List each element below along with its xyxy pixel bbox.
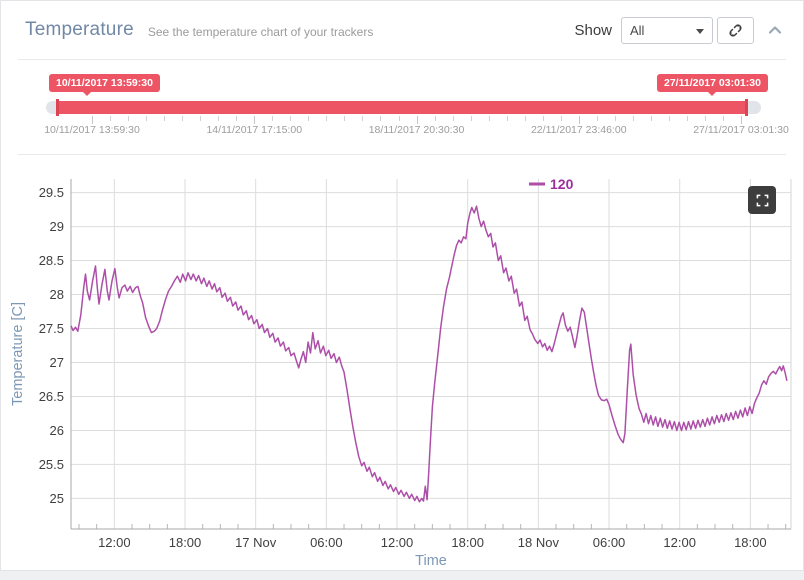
x-tick-label: 12:00 [663,535,696,550]
ruler-minor-tick [614,116,616,121]
tracker-select[interactable]: All [621,16,713,44]
ruler-major-tick [254,116,256,124]
panel-header: Temperature See the temperature chart of… [1,1,803,59]
series-120-line [70,205,788,503]
y-tick-label: 25 [50,491,64,506]
slider-axis-label: 14/11/2017 17:15:00 [206,124,303,136]
ruler-minor-tick [506,116,508,121]
unlink-button[interactable] [717,16,754,44]
ruler-minor-tick [200,116,202,121]
show-label: Show [574,21,612,39]
x-tick-label: 12:00 [98,535,131,550]
ruler-minor-tick [524,116,526,121]
x-tick-label: 18 Nov [518,535,560,550]
ruler-minor-tick [164,116,166,121]
y-tick-label: 28 [50,287,64,302]
ruler-minor-tick [290,116,292,121]
y-tick-label: 26 [50,423,64,438]
slider-axis-label: 18/11/2017 20:30:30 [368,124,465,136]
ruler-minor-tick [398,116,400,121]
x-tick-label: 18:00 [451,535,484,550]
x-tick-label: 06:00 [310,535,343,550]
slider-track[interactable] [46,99,761,116]
y-tick-label: 28.5 [39,253,64,268]
slider-axis-label: 27/11/2017 03:01:30 [693,124,789,136]
ruler-minor-tick [272,116,274,121]
slider-divider [18,154,786,155]
y-tick-label: 25.5 [39,457,64,472]
ruler-minor-tick [218,116,220,121]
x-tick-label: 17 Nov [235,535,277,550]
ruler-minor-tick [326,116,328,121]
slider-handle-to[interactable] [745,99,748,116]
range-from-tooltip: 10/11/2017 13:59:30 [49,74,160,96]
ruler-minor-tick [308,116,310,121]
fullscreen-button[interactable] [748,186,776,214]
ruler-minor-tick [488,116,490,121]
page-title: Temperature [25,19,134,40]
ruler-minor-tick [632,116,634,121]
ruler-major-tick [578,116,580,124]
time-range-slider: 10/11/2017 13:59:30 27/11/2017 03:01:30 … [1,60,804,154]
slider-axis-label: 22/11/2017 23:46:00 [530,124,627,136]
x-tick-label: 12:00 [381,535,414,550]
range-to-tooltip: 27/11/2017 03:01:30 [657,74,768,96]
x-axis-title: Time [415,553,447,569]
ruler-minor-tick [128,116,130,121]
ruler-minor-tick [542,116,544,121]
x-tick-label: 18:00 [734,535,767,550]
collapse-panel-button[interactable] [767,22,783,38]
line-chart-canvas: 25 25.5 26 26.5 27 27.5 28 28.5 29 29.5 12:00 18:00… [10,176,792,569]
ruler-minor-tick [236,116,238,121]
y-axis-title: Temperature [C] [10,302,26,406]
ruler-minor-tick [380,116,382,121]
ruler-minor-tick [560,116,562,121]
ruler-minor-tick [434,116,436,121]
unlink-icon [729,23,742,37]
ruler-major-tick [741,116,742,124]
ruler-major-tick [416,116,418,124]
ruler-minor-tick [452,116,454,121]
y-tick-label: 29 [50,219,64,234]
chevron-up-icon [768,26,782,34]
ruler-minor-tick [182,116,184,121]
y-tick-label: 29.5 [39,185,64,200]
ruler-minor-tick [723,116,724,121]
ruler-minor-tick [596,116,598,121]
x-tick-label: 18:00 [169,535,202,550]
ruler-minor-tick [344,116,346,121]
ruler-minor-tick [362,116,364,121]
chevron-down-icon [696,28,704,34]
x-tick-label: 06:00 [593,535,626,550]
page-subtitle: See the temperature chart of your tracke… [147,25,374,39]
legend-item-120[interactable]: 120 [529,176,574,192]
ruler-minor-tick [686,116,688,121]
y-tick-label: 26.5 [39,389,64,404]
ruler-minor-tick [146,116,148,121]
slider-selected-range[interactable] [58,101,747,114]
y-tick-label: 27 [50,355,64,370]
ruler-minor-tick [668,116,670,121]
ruler-major-tick [92,116,93,124]
y-tick-label: 27.5 [39,321,64,336]
header-divider [18,59,786,60]
fullscreen-icon [756,194,768,206]
slider-ruler [1,116,804,125]
ruler-minor-tick [110,116,111,121]
slider-handle-from[interactable] [56,99,59,116]
tracker-select-value: All [630,22,645,38]
ruler-minor-tick [650,116,652,121]
temperature-chart: 25 25.5 26 26.5 27 27.5 28 28.5 29 29.5 12:00 18:00… [1,155,804,571]
slider-axis-label: 10/11/2017 13:59:30 [44,124,140,136]
legend-label: 120 [550,176,574,192]
ruler-minor-tick [470,116,472,121]
ruler-minor-tick [704,116,706,121]
